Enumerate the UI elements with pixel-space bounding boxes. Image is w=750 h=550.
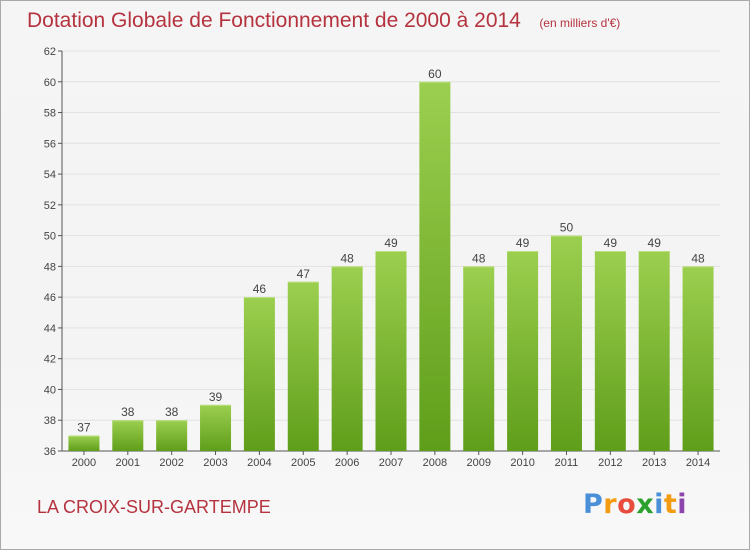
y-tick-label: 60 (44, 77, 56, 89)
data-label: 60 (428, 67, 442, 81)
data-label: 37 (77, 421, 91, 435)
bar (331, 266, 363, 451)
x-tick-label: 2005 (291, 457, 315, 469)
x-tick-label: 2008 (423, 457, 447, 469)
bar (375, 251, 407, 451)
data-label: 39 (209, 390, 223, 404)
x-tick-label: 2004 (247, 457, 271, 469)
x-tick-label: 2000 (72, 457, 96, 469)
y-tick-label: 54 (44, 169, 56, 181)
bar (68, 435, 100, 451)
y-tick-label: 52 (44, 200, 56, 212)
title-row: Dotation Globale de Fonctionnement de 20… (27, 9, 620, 33)
data-label: 38 (121, 405, 135, 419)
data-label: 46 (253, 282, 267, 296)
y-tick-label: 62 (44, 46, 56, 58)
y-tick-label: 36 (44, 446, 56, 458)
data-label: 38 (165, 405, 179, 419)
data-label: 49 (604, 236, 618, 250)
x-tick-label: 2006 (335, 457, 359, 469)
bar (287, 281, 319, 451)
x-tick-label: 2009 (466, 457, 490, 469)
bar (682, 266, 714, 451)
bar (112, 420, 144, 451)
data-label: 47 (297, 267, 311, 281)
bar (638, 251, 670, 451)
x-tick-label: 2007 (379, 457, 403, 469)
y-tick-label: 56 (44, 138, 56, 150)
data-label: 49 (384, 236, 398, 250)
bar (507, 251, 539, 451)
bar (550, 235, 582, 451)
x-tick-label: 2002 (159, 457, 183, 469)
x-tick-label: 2014 (686, 457, 710, 469)
x-tick-label: 2013 (642, 457, 666, 469)
x-tick-label: 2011 (555, 457, 579, 469)
chart-title: Dotation Globale de Fonctionnement de 20… (27, 9, 521, 32)
commune-name: LA CROIX-SUR-GARTEMPE (37, 497, 271, 517)
data-label: 50 (560, 221, 574, 235)
x-tick-label: 2010 (510, 457, 534, 469)
y-tick-label: 42 (44, 354, 56, 366)
y-tick-label: 48 (44, 261, 56, 273)
data-label: 49 (648, 236, 662, 250)
y-tick-label: 44 (44, 323, 56, 335)
data-label: 48 (691, 251, 705, 265)
y-tick-label: 40 (44, 384, 56, 396)
x-tick-label: 2003 (203, 457, 227, 469)
data-label: 48 (472, 251, 486, 265)
bar (200, 404, 232, 451)
data-label: 48 (340, 251, 354, 265)
chart-subtitle: (en milliers d'€) (539, 16, 621, 30)
x-tick-label: 2012 (598, 457, 622, 469)
bar (419, 81, 451, 452)
y-tick-label: 50 (44, 231, 56, 243)
bar (594, 251, 626, 451)
data-label: 49 (516, 236, 530, 250)
bar (243, 297, 275, 451)
y-tick-label: 46 (44, 292, 56, 304)
bar (156, 420, 188, 451)
x-tick-label: 2001 (116, 457, 140, 469)
bar (463, 266, 495, 451)
y-tick-label: 38 (44, 415, 56, 427)
proxiti-logo[interactable]: Proxiti (583, 489, 688, 520)
y-tick-label: 58 (44, 108, 56, 120)
